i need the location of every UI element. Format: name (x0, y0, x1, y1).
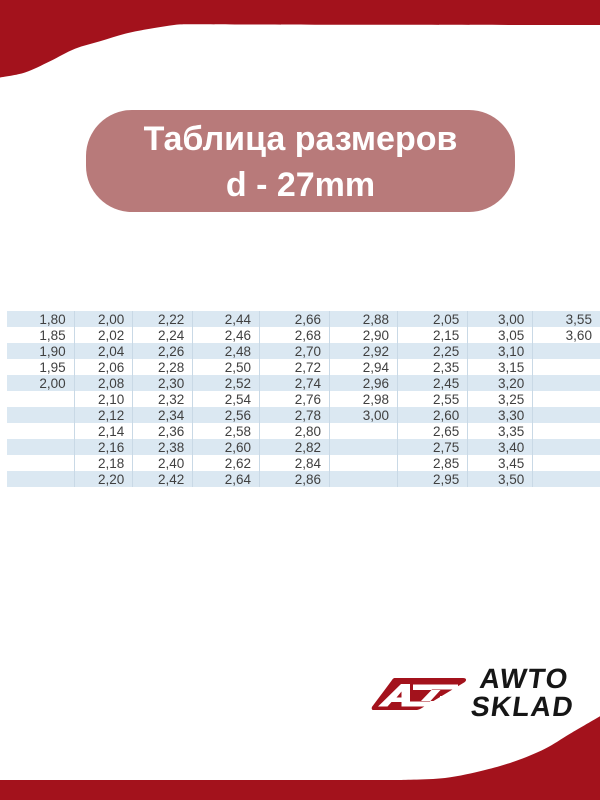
svg-text:AWTO: AWTO (478, 665, 571, 694)
svg-text:SKLAD: SKLAD (469, 691, 576, 721)
